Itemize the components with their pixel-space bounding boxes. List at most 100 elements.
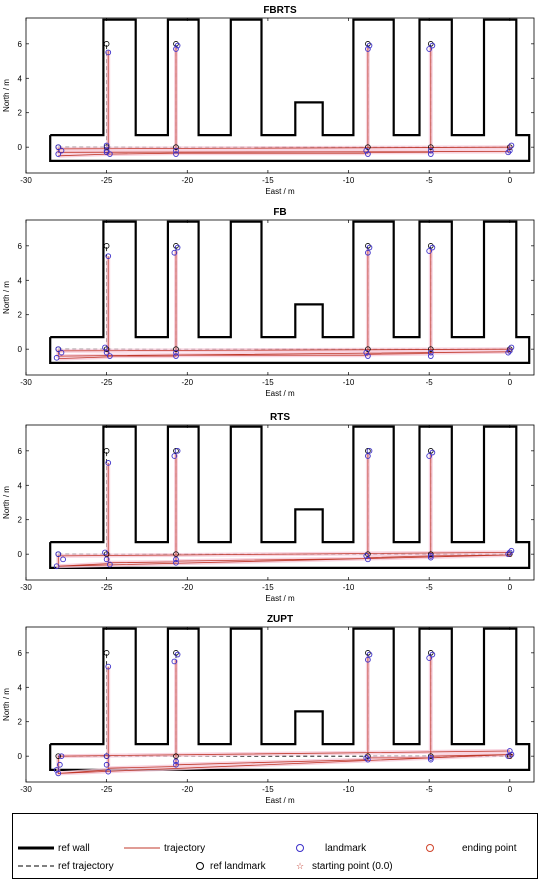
landmark xyxy=(506,549,513,556)
ref-landmark xyxy=(507,144,513,150)
landmark xyxy=(508,142,515,149)
landmark xyxy=(365,453,371,459)
landmark xyxy=(363,755,370,761)
x-tick-label: -5 xyxy=(426,378,434,387)
x-tick-label: -25 xyxy=(101,378,113,387)
landmark xyxy=(365,556,371,563)
landmark xyxy=(366,651,373,658)
x-tick-label: -20 xyxy=(181,378,193,387)
ref-landmark xyxy=(427,144,434,150)
landmark xyxy=(426,46,433,52)
landmark xyxy=(102,344,108,351)
landmark xyxy=(426,453,433,459)
x-tick-label: -15 xyxy=(262,785,274,794)
landmark xyxy=(107,561,113,568)
landmark xyxy=(173,147,179,154)
ref-landmark xyxy=(103,41,110,47)
x-tick-label: -10 xyxy=(343,583,355,592)
landmark xyxy=(506,348,513,354)
landmark xyxy=(506,147,513,154)
x-tick-label: -5 xyxy=(426,176,434,185)
ref-landmark xyxy=(365,243,371,249)
landmark xyxy=(365,756,371,763)
ref-wall xyxy=(49,220,531,364)
trajectory xyxy=(57,454,510,567)
landmark xyxy=(173,556,179,563)
landmark xyxy=(508,547,515,554)
ref-landmark xyxy=(365,346,371,352)
landmark xyxy=(107,151,113,157)
y-tick-label: 2 xyxy=(18,109,23,118)
landmark xyxy=(363,553,370,559)
landmark xyxy=(505,753,512,760)
landmark xyxy=(366,42,373,49)
landmark xyxy=(365,249,371,256)
landmark xyxy=(506,748,513,754)
ref-landmark xyxy=(365,753,371,759)
y-axis-label: North / m xyxy=(2,486,11,519)
y-tick-label: 0 xyxy=(18,345,23,354)
landmark xyxy=(429,42,436,49)
x-tick-label: -10 xyxy=(343,176,355,185)
landmark xyxy=(365,656,371,663)
ref-landmark xyxy=(173,144,179,150)
landmark xyxy=(173,46,179,52)
chart-panel-fb: FB -30 -25 -20 -15 -10 -5 0 0 2 4 6 East / m North / … xyxy=(2,207,535,398)
x-tick-label: 0 xyxy=(508,378,513,387)
landmark xyxy=(173,758,179,765)
ref-landmark xyxy=(427,753,434,759)
landmark xyxy=(174,42,181,49)
landmark xyxy=(55,151,62,157)
ref-landmark xyxy=(427,243,434,249)
landmark xyxy=(365,46,371,52)
x-tick-label: 0 xyxy=(508,176,513,185)
y-tick-label: 2 xyxy=(18,516,23,525)
y-tick-label: 4 xyxy=(18,481,23,490)
landmark xyxy=(429,449,436,456)
landmark xyxy=(53,354,60,361)
x-axis-label: East / m xyxy=(265,389,295,398)
x-tick-label: -20 xyxy=(181,785,193,794)
x-axis-label: East / m xyxy=(265,187,295,196)
landmark xyxy=(429,651,436,658)
landmark xyxy=(174,651,181,658)
landmark xyxy=(363,147,370,154)
landmark xyxy=(55,551,62,558)
landmark xyxy=(174,244,181,251)
starting-point: ☆ xyxy=(506,345,513,354)
landmark xyxy=(363,349,370,356)
landmark xyxy=(103,753,110,760)
landmark xyxy=(426,655,433,661)
chart-panel-rts: RTS -30 -25 -20 -15 -10 -5 0 0 2 4 6 East / m North /… xyxy=(2,412,535,603)
y-tick-label: 6 xyxy=(18,242,23,251)
landmark xyxy=(366,447,373,454)
landmark xyxy=(53,767,60,773)
y-tick-label: 2 xyxy=(18,718,23,727)
ref-landmark xyxy=(427,448,434,454)
y-axis-label: North / m xyxy=(2,281,11,314)
legend-box xyxy=(12,813,538,879)
landmark xyxy=(171,453,178,459)
landmark xyxy=(55,144,62,151)
ref-landmark xyxy=(427,41,434,47)
landmark xyxy=(53,563,60,570)
y-tick-label: 0 xyxy=(18,752,23,761)
y-tick-label: 4 xyxy=(18,683,23,692)
ref-wall xyxy=(49,425,531,569)
x-axis-label: East / m xyxy=(265,796,295,805)
x-tick-label: -30 xyxy=(20,378,32,387)
landmark xyxy=(103,761,110,768)
x-tick-label: -20 xyxy=(181,583,193,592)
ref-landmark xyxy=(173,346,179,352)
trajectory xyxy=(57,656,514,774)
landmark xyxy=(105,663,112,670)
ref-landmark xyxy=(427,650,434,656)
ref-landmark xyxy=(507,346,513,352)
ref-landmark xyxy=(365,144,371,150)
x-axis-label: East / m xyxy=(265,594,295,603)
chart-title: ZUPT xyxy=(267,614,293,625)
starting-point: ☆ xyxy=(506,752,513,761)
x-tick-label: -5 xyxy=(426,583,434,592)
ref-landmark xyxy=(507,551,513,557)
trajectory xyxy=(57,47,510,157)
